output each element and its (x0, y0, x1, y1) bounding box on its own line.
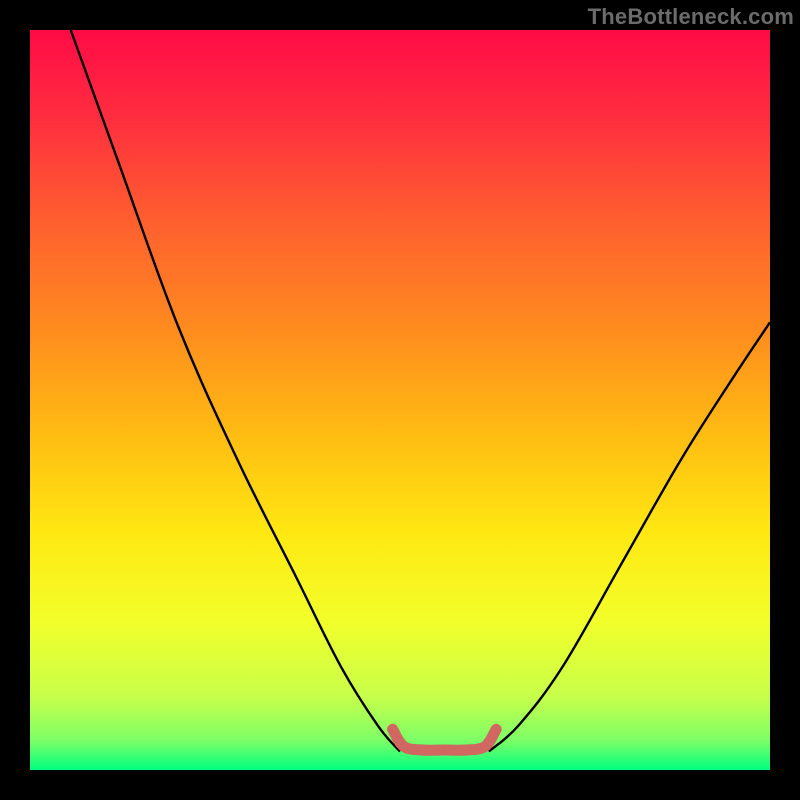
plot-area (30, 30, 770, 770)
bottleneck-chart (0, 0, 800, 800)
chart-container: TheBottleneck.com (0, 0, 800, 800)
